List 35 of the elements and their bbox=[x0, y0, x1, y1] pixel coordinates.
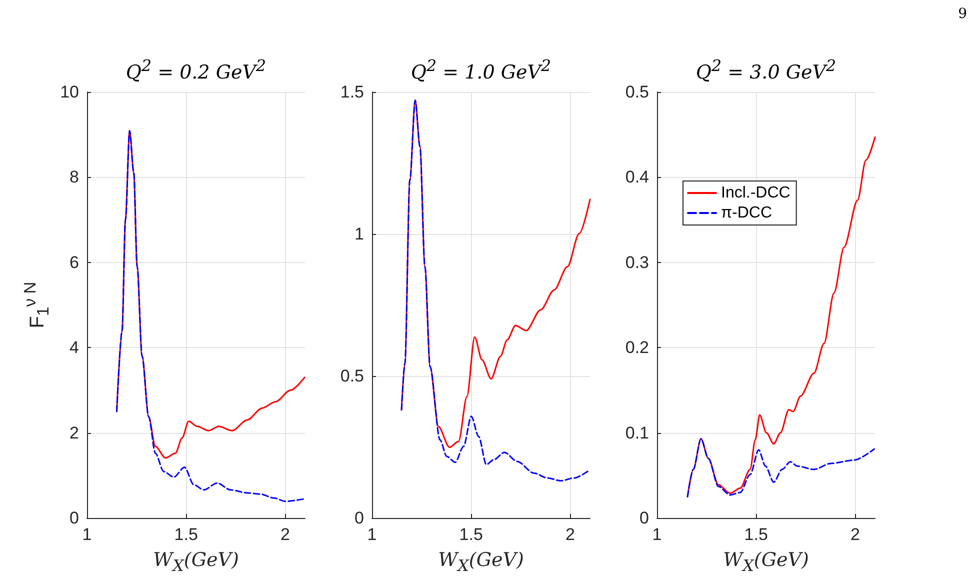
y-tick-label: 0 bbox=[70, 508, 79, 528]
y-tick-label: 1 bbox=[354, 224, 364, 244]
y-tick-label: 6 bbox=[70, 252, 79, 272]
line-series bbox=[686, 438, 875, 498]
x-tick-label: 2 bbox=[565, 525, 575, 544]
x-axis-title: W$_{X}$(GeV) bbox=[438, 549, 524, 575]
y-tick-label: 0.2 bbox=[625, 338, 649, 358]
legend-label: π-DCC bbox=[721, 204, 772, 222]
x-axis-title: W$_{X}$(GeV) bbox=[153, 549, 239, 575]
chart-title: Q$^{2}$ = 1.0 GeV$^{2}$ bbox=[410, 56, 552, 84]
x-tick-label: 1 bbox=[367, 525, 377, 544]
y-tick-label: 1.5 bbox=[340, 82, 364, 102]
y-tick-label: 0.4 bbox=[625, 168, 649, 187]
y-tick-label: 0.5 bbox=[625, 82, 649, 102]
x-tick-label: 1.5 bbox=[744, 525, 768, 544]
y-tick-label: 4 bbox=[70, 338, 79, 358]
x-tick-label: 1.5 bbox=[174, 525, 198, 544]
y-tick-label: 0.5 bbox=[340, 366, 364, 386]
chart-title: Q$^{2}$ = 3.0 GeV$^{2}$ bbox=[696, 56, 836, 84]
y-tick-label: 10 bbox=[60, 82, 79, 102]
y-tick-label: 2 bbox=[70, 423, 79, 442]
y-tick-label: 0.3 bbox=[625, 252, 649, 272]
text: 9 bbox=[958, 6, 967, 22]
x-axis-title: W$_{X}$(GeV) bbox=[723, 549, 809, 575]
legend-label: Incl.-DCC bbox=[721, 184, 790, 202]
y-tick-label: 0 bbox=[640, 508, 649, 528]
x-tick-label: 2 bbox=[850, 525, 860, 544]
x-tick-label: 1 bbox=[82, 525, 92, 544]
y-tick-label: 0 bbox=[354, 508, 364, 528]
x-tick-label: 2 bbox=[280, 525, 290, 544]
chart-title: Q$^{2}$ = 0.2 GeV$^{2}$ bbox=[126, 56, 266, 84]
y-tick-label: 8 bbox=[70, 168, 79, 187]
x-tick-label: 1.5 bbox=[459, 525, 483, 544]
y-tick-label: 0.1 bbox=[625, 423, 649, 442]
x-tick-label: 1 bbox=[652, 525, 662, 544]
